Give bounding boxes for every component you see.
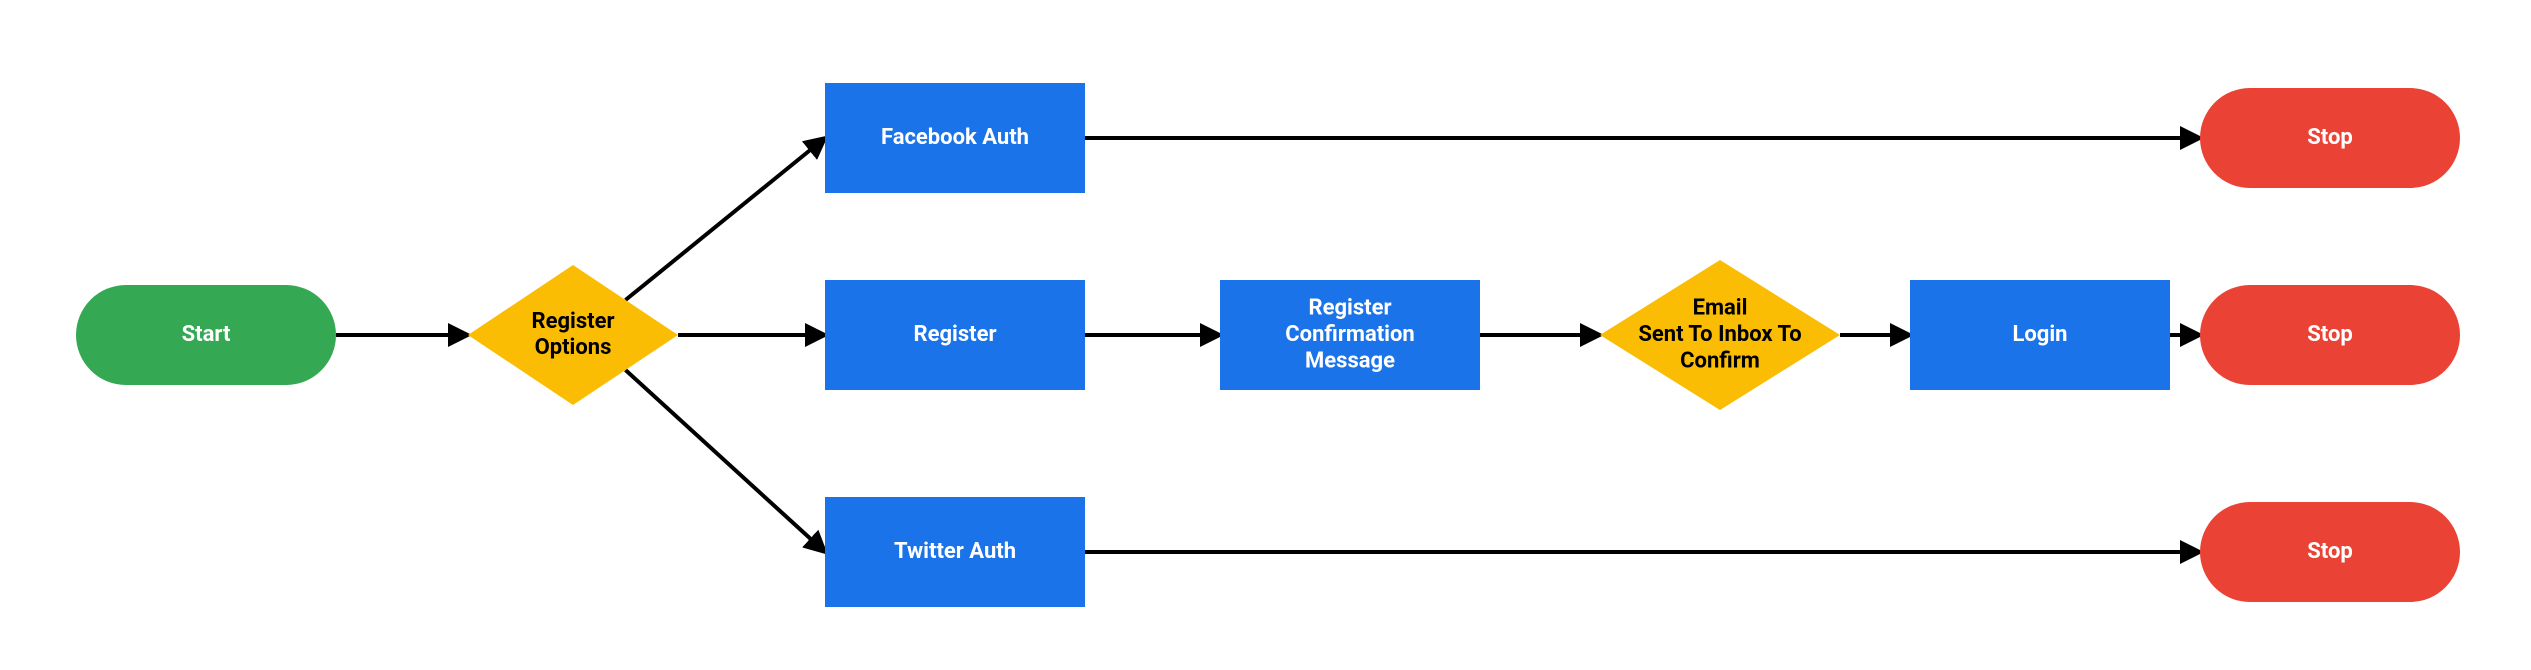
- node-confirm_msg: RegisterConfirmationMessage: [1220, 280, 1480, 390]
- node-start: Start: [76, 285, 336, 385]
- node-login-label: Login: [2012, 322, 2067, 347]
- nodes-layer: Start RegisterOptions Facebook Auth Registe…: [76, 83, 2460, 607]
- node-facebook-label: Facebook Auth: [881, 125, 1029, 150]
- node-stop_bot: Stop: [2200, 502, 2460, 602]
- edge-reg_options-twitter: [626, 370, 826, 552]
- node-register: Register: [825, 280, 1085, 390]
- node-twitter-label: Twitter Auth: [894, 539, 1016, 564]
- node-email_confirm: EmailSent To Inbox ToConfirm: [1600, 260, 1840, 410]
- node-start-label: Start: [182, 322, 231, 347]
- node-register-label: Register: [913, 322, 996, 347]
- node-twitter: Twitter Auth: [825, 497, 1085, 607]
- node-login: Login: [1910, 280, 2170, 390]
- node-facebook: Facebook Auth: [825, 83, 1085, 193]
- node-stop_top: Stop: [2200, 88, 2460, 188]
- node-stop_mid: Stop: [2200, 285, 2460, 385]
- node-stop_bot-label: Stop: [2307, 539, 2353, 564]
- node-reg_options: RegisterOptions: [468, 265, 678, 405]
- node-stop_top-label: Stop: [2307, 125, 2353, 150]
- node-reg_options-label: RegisterOptions: [531, 309, 614, 360]
- edge-reg_options-facebook: [626, 138, 826, 300]
- node-stop_mid-label: Stop: [2307, 322, 2353, 347]
- flowchart-canvas: Start RegisterOptions Facebook Auth Registe…: [0, 0, 2531, 670]
